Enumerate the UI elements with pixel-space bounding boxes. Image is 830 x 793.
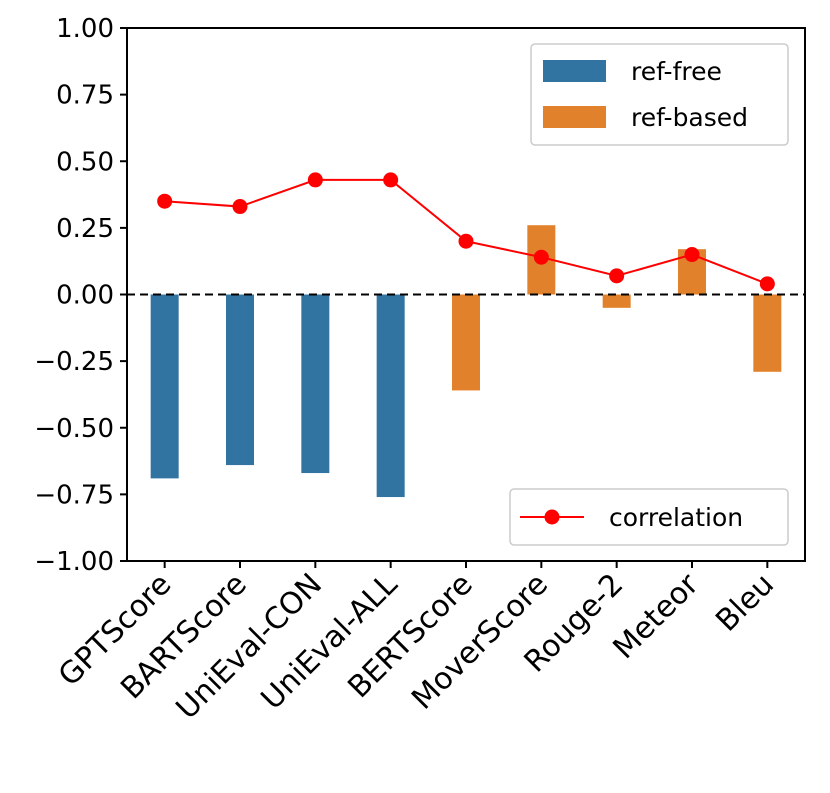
- bar-bertscore: [452, 294, 480, 391]
- legend-marker-sample: [544, 509, 560, 525]
- y-tick-label: −0.25: [34, 347, 114, 377]
- correlation-line-layer: [157, 172, 775, 292]
- bar-gptscore: [150, 294, 179, 479]
- y-tick-label: 0.50: [56, 147, 114, 177]
- y-tick-label: 0.25: [56, 214, 114, 244]
- bar-bleu: [753, 294, 782, 372]
- y-tick-label: −0.50: [34, 414, 114, 444]
- correlation-point: [458, 233, 474, 249]
- bar-unieval-all: [376, 294, 405, 498]
- x-tick-label: Bleu: [709, 567, 781, 639]
- legend-swatch-ref-based: [543, 106, 606, 128]
- legend-line: correlation: [509, 488, 789, 546]
- correlation-point: [383, 172, 399, 188]
- bar-rouge-2: [602, 294, 631, 308]
- x-tick-label: Meteor: [606, 566, 706, 666]
- y-tick-label: 1.00: [56, 14, 114, 44]
- bars-layer: [150, 225, 782, 498]
- x-axis: GPTScoreBARTScoreUniEval-CONUniEval-ALLB…: [52, 561, 781, 726]
- y-axis: 1.00 0.75 0.50 0.25 0.00 −0.25 −0.50 −0.75 −1.00: [34, 14, 127, 577]
- correlation-point: [307, 172, 323, 188]
- y-tick-label: 0.75: [56, 81, 114, 111]
- bar-bartscore: [226, 294, 254, 466]
- legend-line-frame: [509, 488, 789, 546]
- correlation-point: [759, 276, 775, 292]
- y-tick-label: −0.75: [34, 480, 114, 510]
- y-tick-label: 0.00: [56, 281, 114, 311]
- legend-bars: ref-free ref-based: [530, 43, 789, 146]
- y-tick-label: −1.00: [34, 547, 114, 577]
- correlation-point: [533, 249, 549, 265]
- correlation-line: [164, 178, 768, 285]
- legend-label-correlation: correlation: [609, 503, 743, 532]
- legend-label-ref-based: ref-based: [631, 103, 748, 132]
- bar-unieval-con: [301, 294, 330, 474]
- correlation-point: [232, 199, 248, 215]
- legend-swatch-ref-free: [543, 60, 606, 82]
- correlation-point: [684, 247, 700, 263]
- correlation-point: [609, 268, 625, 284]
- correlation-point: [157, 193, 173, 209]
- legend-label-ref-free: ref-free: [631, 57, 722, 86]
